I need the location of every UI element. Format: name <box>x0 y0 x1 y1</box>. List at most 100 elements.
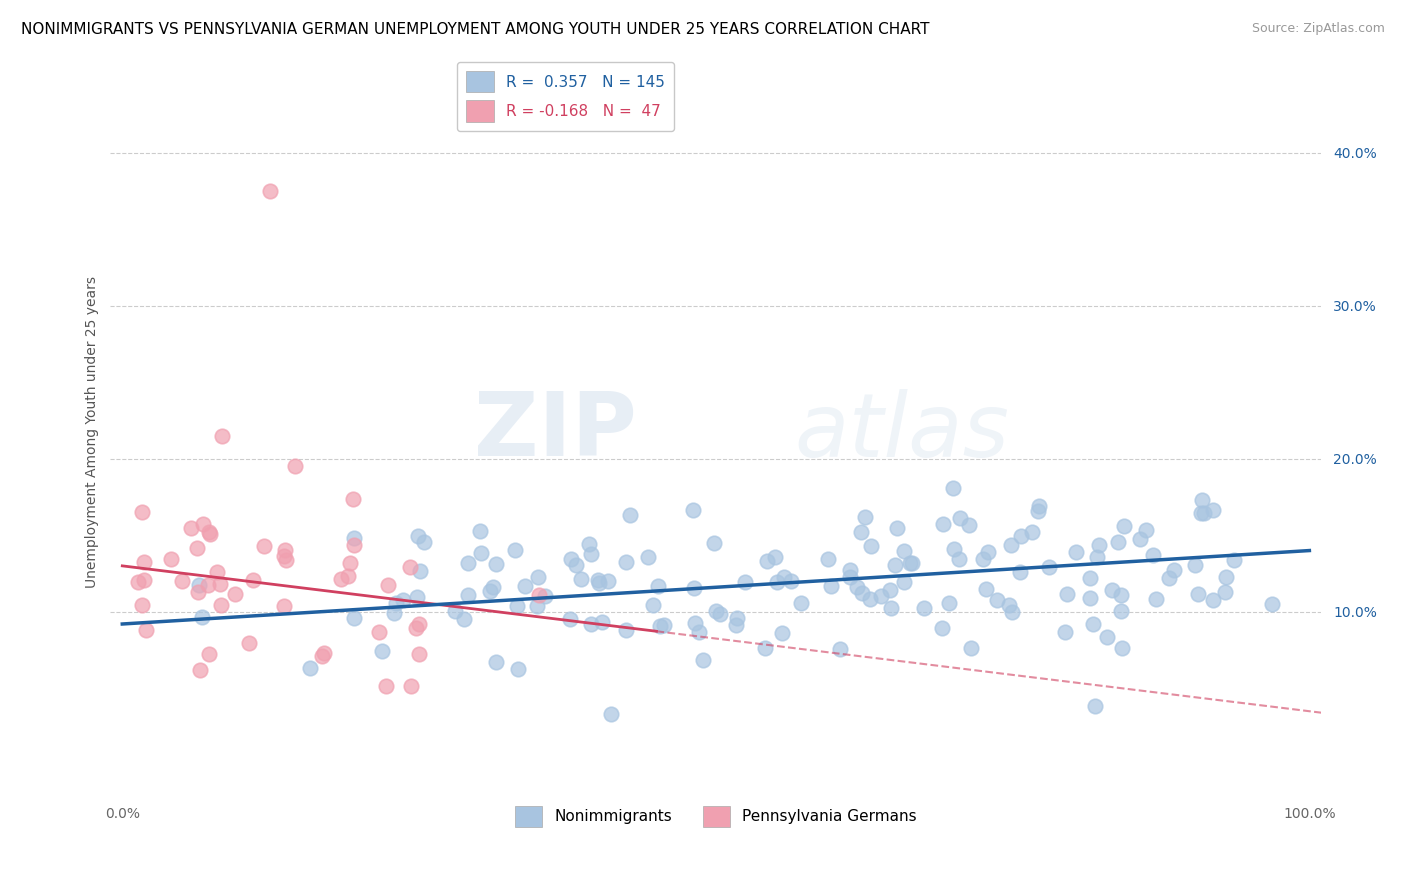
Point <box>406 528 429 542</box>
Point <box>596 574 619 588</box>
Point <box>253 539 276 553</box>
Point <box>1038 559 1060 574</box>
Point <box>406 590 429 604</box>
Point <box>444 604 467 618</box>
Point <box>893 543 915 558</box>
Point <box>1026 503 1049 517</box>
Point <box>1010 529 1032 543</box>
Point <box>942 542 965 557</box>
Point <box>503 543 526 558</box>
Point <box>1223 553 1246 567</box>
Point <box>948 552 970 566</box>
Point <box>1129 532 1152 546</box>
Point <box>1001 605 1024 619</box>
Point <box>485 655 508 669</box>
Point <box>336 569 359 583</box>
Point <box>284 459 307 474</box>
Point <box>408 648 430 662</box>
Point <box>342 492 364 507</box>
Text: atlas: atlas <box>794 389 1010 475</box>
Point <box>1144 591 1167 606</box>
Point <box>1095 630 1118 644</box>
Point <box>1192 506 1215 520</box>
Point <box>470 545 492 559</box>
Point <box>339 556 361 570</box>
Point <box>187 577 209 591</box>
Point <box>1010 566 1032 580</box>
Point <box>273 549 295 564</box>
Point <box>870 589 893 603</box>
Point <box>683 616 706 631</box>
Point <box>170 574 193 588</box>
Point <box>375 679 398 693</box>
Point <box>893 575 915 590</box>
Point <box>273 599 295 613</box>
Point <box>134 574 156 588</box>
Point <box>637 550 659 565</box>
Point <box>1202 592 1225 607</box>
Text: ZIP: ZIP <box>474 388 637 475</box>
Point <box>1107 535 1129 549</box>
Point <box>457 588 479 602</box>
Point <box>392 592 415 607</box>
Point <box>879 582 901 597</box>
Point <box>614 623 637 637</box>
Point <box>734 575 756 590</box>
Point <box>186 541 208 555</box>
Point <box>838 563 860 577</box>
Point <box>725 611 748 625</box>
Point <box>408 617 430 632</box>
Point <box>242 573 264 587</box>
Point <box>560 551 582 566</box>
Point <box>405 621 427 635</box>
Point <box>704 604 727 618</box>
Y-axis label: Unemployment Among Youth under 25 years: Unemployment Among Youth under 25 years <box>86 276 100 588</box>
Point <box>560 612 582 626</box>
Point <box>763 550 786 565</box>
Point <box>724 617 747 632</box>
Point <box>986 593 1008 607</box>
Point <box>534 589 557 603</box>
Point <box>343 537 366 551</box>
Point <box>485 557 508 571</box>
Point <box>470 524 492 538</box>
Point <box>382 607 405 621</box>
Point <box>756 554 779 568</box>
Point <box>1189 506 1212 520</box>
Point <box>1056 586 1078 600</box>
Point <box>1114 518 1136 533</box>
Point <box>565 558 588 572</box>
Point <box>1111 588 1133 602</box>
Text: Source: ZipAtlas.com: Source: ZipAtlas.com <box>1251 22 1385 36</box>
Point <box>578 537 600 551</box>
Point <box>883 558 905 573</box>
Point <box>1088 538 1111 552</box>
Point <box>838 570 860 584</box>
Point <box>773 570 796 584</box>
Point <box>709 607 731 622</box>
Point <box>312 647 335 661</box>
Point <box>898 557 921 571</box>
Point <box>614 555 637 569</box>
Point <box>1157 571 1180 585</box>
Point <box>343 531 366 545</box>
Point <box>299 661 322 675</box>
Point <box>160 552 183 566</box>
Point <box>1078 571 1101 585</box>
Point <box>413 535 436 549</box>
Point <box>131 599 153 613</box>
Point <box>1109 604 1132 618</box>
Point <box>780 574 803 588</box>
Point <box>972 551 994 566</box>
Point <box>198 526 221 541</box>
Point <box>343 611 366 625</box>
Point <box>127 574 149 589</box>
Point <box>506 662 529 676</box>
Point <box>1078 591 1101 605</box>
Point <box>1111 640 1133 655</box>
Point <box>974 582 997 597</box>
Point <box>845 580 868 594</box>
Point <box>238 636 260 650</box>
Point <box>453 611 475 625</box>
Point <box>703 536 725 550</box>
